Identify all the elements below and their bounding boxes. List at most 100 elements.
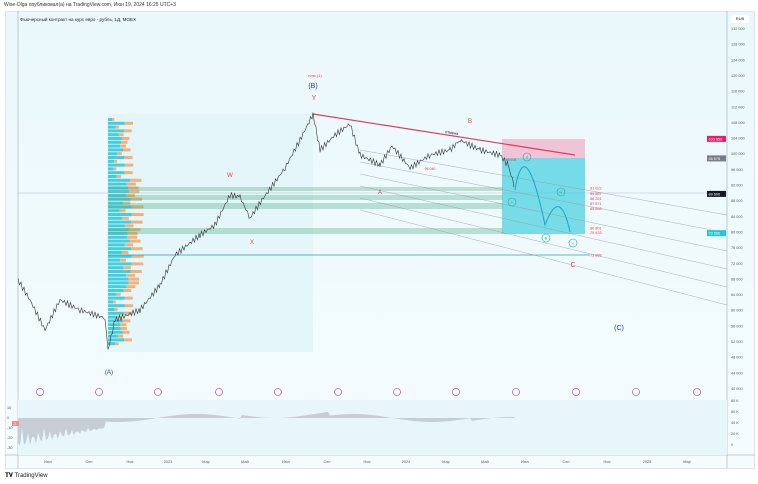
wave-label: iii [545,236,548,241]
volume-bar [118,334,124,338]
price-tick: 104 000 [731,137,745,141]
event-icon [215,388,223,396]
wave-label: (B) [308,83,317,90]
osc-tick: 0 [7,416,9,420]
volume-bar [108,228,130,232]
volume-bar [129,239,141,243]
event-icon [393,388,401,396]
volume-bar [123,338,132,342]
level-label: 73 898 [590,253,602,257]
wave-label: v [572,241,574,246]
volume-bar [130,270,142,273]
volume-bar [108,342,116,346]
time-tick: 2023 [164,460,172,464]
volume-bar [123,266,131,270]
wave-label: (C) [614,325,624,332]
price-tick: 80 000 [731,230,743,234]
volume-bar [121,216,129,220]
volume-bar [114,308,118,311]
volume-bar [108,190,129,194]
wave-label: (A) [105,370,113,376]
volume-bar [126,182,136,186]
time-tick: Мар [442,460,449,464]
time-tick: Сен [324,460,331,464]
volume-bar [125,194,135,197]
volume-bar [123,129,132,133]
channel-line [359,173,728,252]
volume-bar [108,262,132,266]
price-tick: 132 000 [731,27,745,31]
volume-bar [122,137,130,140]
volume-bar [116,175,122,178]
target-zone [502,158,585,234]
volume-bar [108,197,131,201]
volume-bar [108,194,126,197]
volume-bar [122,330,130,334]
volume-bar [124,296,133,300]
event-icon [154,388,162,396]
volume-bar [108,296,125,300]
wave-circle [556,187,566,197]
osc-tick: 10 [7,406,11,410]
volume-bar [108,266,124,270]
price-badge-label: 103 659 [709,137,723,141]
support-zone [108,228,503,234]
volume-bar [108,334,119,338]
volume-bar [108,163,125,167]
wave-label: iv [560,190,563,195]
support-zone [108,203,503,209]
volume-bar [131,262,144,266]
wave-label: W [227,173,233,179]
channel-line [359,197,728,288]
price-series [17,112,515,350]
volume-bar [108,292,117,296]
price-badge [707,155,726,162]
event-icon [452,388,460,396]
support-zone [108,187,503,191]
wave-label: C [570,262,575,269]
time-tick: 2024 [402,460,410,464]
volume-bar [122,319,131,323]
volume-bar [108,125,116,129]
time-tick: 2025 [643,460,651,464]
volume-tick: 0 [731,443,733,447]
level-label: 79 633 [590,231,602,235]
price-tick: 120 000 [731,74,745,78]
osc-tick: -10 [7,426,13,430]
volume-bar [108,182,127,186]
price-tick: 112 000 [731,105,744,109]
level-label: 87 571 [590,202,602,206]
level-label: 85 863 [590,207,602,211]
level-label: 89 567 [590,192,602,196]
volume-bar [113,300,116,304]
volume-bar [124,224,134,228]
volume-bar [108,133,119,137]
volume-bar [126,285,136,289]
volume-tick: 80 K [731,399,739,403]
volume-bar [131,254,144,258]
volume-bar [108,140,122,144]
price-label: 96 040 [425,167,436,171]
volume-bar [108,273,127,277]
volume-bar [108,239,130,243]
osc-tick: -30 [7,446,13,450]
volume-bar [108,137,123,140]
volume-bar [112,118,115,121]
wave-label: Y [312,95,317,102]
currency-button[interactable]: RUB [731,15,749,23]
price-tick: 64 000 [731,293,743,297]
time-tick: Ноя [364,460,371,464]
channel-line [359,209,728,306]
volume-bar [108,289,124,292]
time-tick: Сен [563,460,570,464]
volume-bar [131,247,143,251]
wave-circle [541,233,551,243]
volume-bar [128,277,140,281]
wave-circle [568,238,578,248]
volume-bar [113,167,117,171]
time-tick: Ноя [604,460,611,464]
volume-bar [108,216,122,220]
volume-bar [108,300,114,304]
time-tick: Июл [282,460,290,464]
